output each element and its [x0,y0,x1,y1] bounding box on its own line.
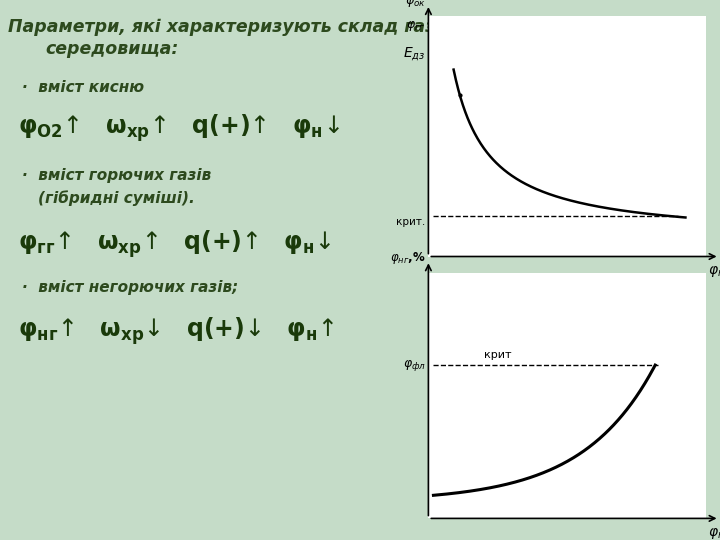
Text: ·  вміст негорючих газів;: · вміст негорючих газів; [22,280,238,295]
Text: $\mathbf{\varphi_{нг}}$↑   $\mathbf{\omega_{хр}}$↓   $\mathbf{q(+)}$↓   $\mathbf: $\mathbf{\varphi_{нг}}$↑ $\mathbf{\omega… [18,315,335,347]
Text: $\mathbf{\varphi_{гг}}$↑   $\mathbf{\omega_{хр}}$↑   $\mathbf{q(+)}$↑   $\mathbf: $\mathbf{\varphi_{гг}}$↑ $\mathbf{\omega… [18,228,332,260]
Text: $\varphi_{фл}$: $\varphi_{фл}$ [402,357,426,373]
Text: $\varphi_{нг}$,%: $\varphi_{нг}$,% [390,250,426,266]
Text: середовища:: середовища: [45,40,179,58]
Text: $\varphi_{ок}$: $\varphi_{ок}$ [405,0,426,9]
Text: ·  вміст горючих газів: · вміст горючих газів [22,168,211,183]
Text: Параметри, які характеризують склад газового: Параметри, які характеризують склад газо… [8,18,491,36]
Text: крит.: крит. [397,217,426,227]
Text: $E_{дз}$: $E_{дз}$ [403,46,426,64]
Text: $\varphi_{гг}$: $\varphi_{гг}$ [406,19,426,33]
Text: $\mathbf{\varphi_{O2}}$↑   $\mathbf{\omega_{хр}}$↑   $\mathbf{q(+)}$↑   $\mathbf: $\mathbf{\varphi_{O2}}$↑ $\mathbf{\omega… [18,112,340,144]
Text: (гібридні суміші).: (гібридні суміші). [38,190,194,206]
Text: ·  вміст кисню: · вміст кисню [22,80,144,95]
Text: $\varphi_{н}$: $\varphi_{н}$ [708,264,720,279]
Text: $\varphi_{н}$: $\varphi_{н}$ [708,526,720,540]
Text: крит: крит [484,350,511,360]
